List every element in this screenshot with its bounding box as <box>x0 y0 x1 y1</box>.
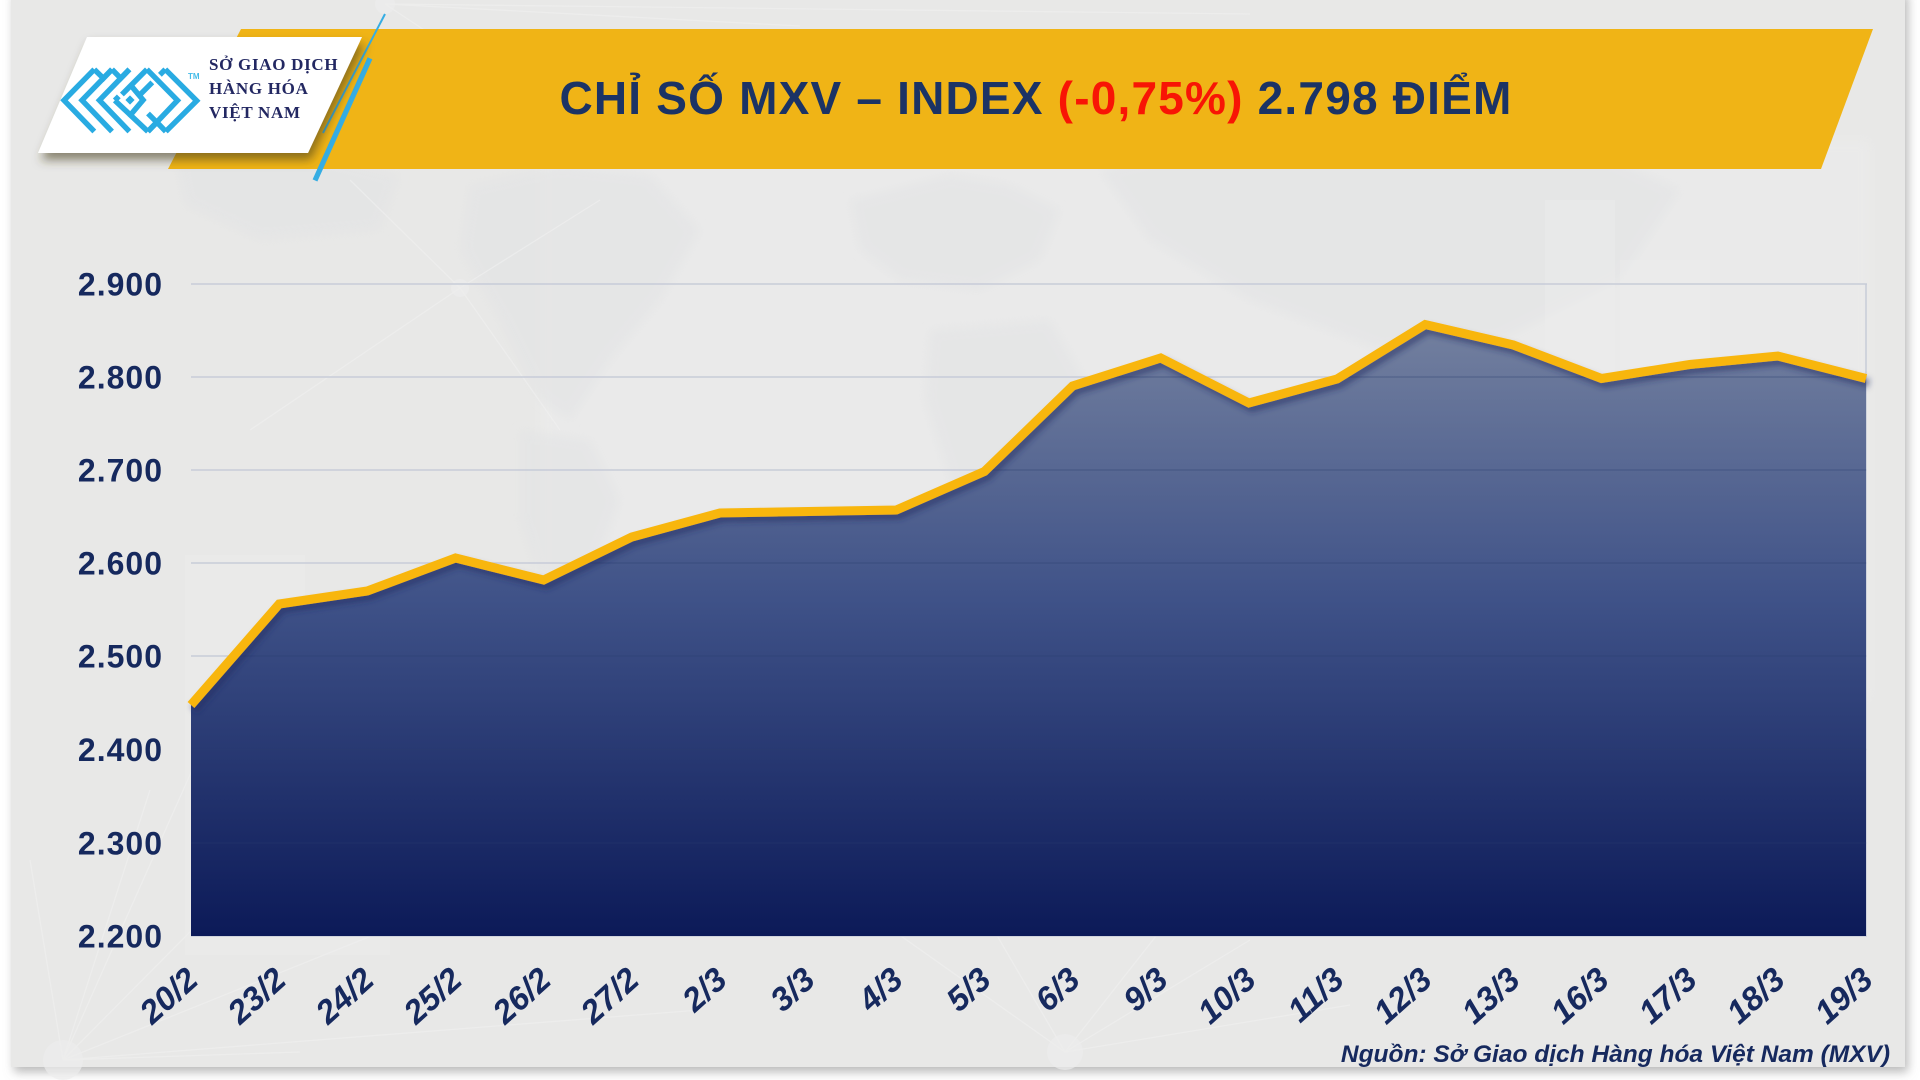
svg-text:2.200: 2.200 <box>78 919 163 955</box>
svg-text:2.900: 2.900 <box>78 267 163 303</box>
svg-text:2.500: 2.500 <box>78 639 163 675</box>
svg-text:HÀNG HÓA: HÀNG HÓA <box>209 79 309 98</box>
svg-text:2.700: 2.700 <box>78 453 163 489</box>
svg-text:SỞ GIAO DỊCH: SỞ GIAO DỊCH <box>209 55 338 74</box>
svg-text:VIỆT NAM: VIỆT NAM <box>209 103 301 122</box>
svg-text:TM: TM <box>188 72 200 81</box>
svg-text:2.400: 2.400 <box>78 732 163 768</box>
svg-text:CHỈ SỐ MXV – INDEX (-0,75%) 2.: CHỈ SỐ MXV – INDEX (-0,75%) 2.798 ĐIỂM <box>559 72 1512 124</box>
svg-text:Nguồn: Sở Giao dịch Hàng hóa V: Nguồn: Sở Giao dịch Hàng hóa Việt Nam (M… <box>1341 1041 1890 1068</box>
svg-text:2.600: 2.600 <box>78 546 163 582</box>
svg-text:2.800: 2.800 <box>78 360 163 396</box>
svg-text:2.300: 2.300 <box>78 826 163 862</box>
